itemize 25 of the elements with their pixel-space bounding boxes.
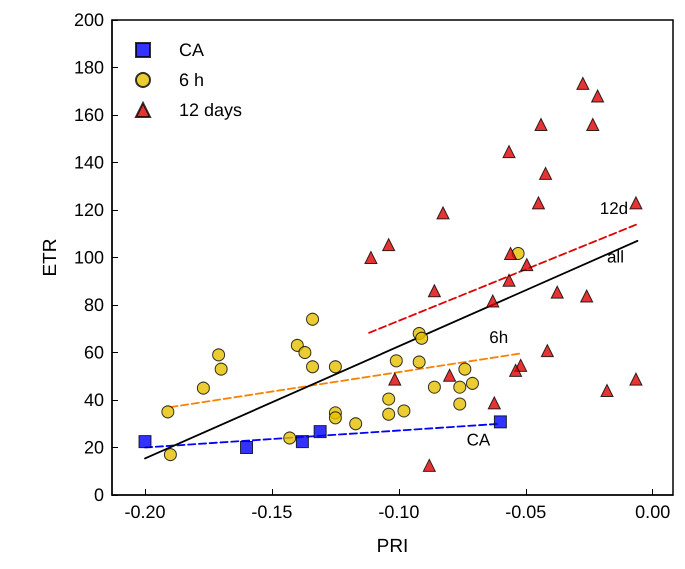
y-tick-label: 20 bbox=[84, 438, 104, 458]
legend-label: 12 days bbox=[179, 100, 242, 120]
x-tick-label: 0.00 bbox=[635, 502, 670, 522]
y-tick-label: 160 bbox=[74, 105, 104, 125]
y-tick-label: 0 bbox=[94, 485, 104, 505]
x-tick-label: -0.05 bbox=[505, 502, 546, 522]
y-axis-title: ETR bbox=[40, 238, 61, 276]
y-tick-label: 60 bbox=[84, 342, 104, 362]
x-tick-label: -0.10 bbox=[378, 502, 420, 522]
x-tick-label: -0.20 bbox=[124, 502, 166, 522]
x-tick-label: -0.15 bbox=[251, 502, 292, 522]
y-tick-label: 180 bbox=[74, 58, 104, 78]
series-label: all bbox=[606, 247, 624, 266]
y-tick-label: 120 bbox=[74, 200, 104, 220]
y-tick-label: 100 bbox=[74, 248, 104, 268]
y-tick-label: 40 bbox=[84, 390, 104, 410]
series-label: 12d bbox=[600, 199, 628, 218]
y-tick-label: 200 bbox=[74, 10, 104, 30]
series-label: CA bbox=[466, 430, 491, 450]
y-tick-label: 80 bbox=[84, 295, 104, 315]
series-label: 6h bbox=[489, 328, 508, 347]
legend-label: CA bbox=[179, 40, 204, 60]
legend-label: 6 h bbox=[179, 70, 204, 90]
x-axis-title: PRI bbox=[376, 536, 408, 557]
y-tick-label: 140 bbox=[74, 152, 104, 172]
